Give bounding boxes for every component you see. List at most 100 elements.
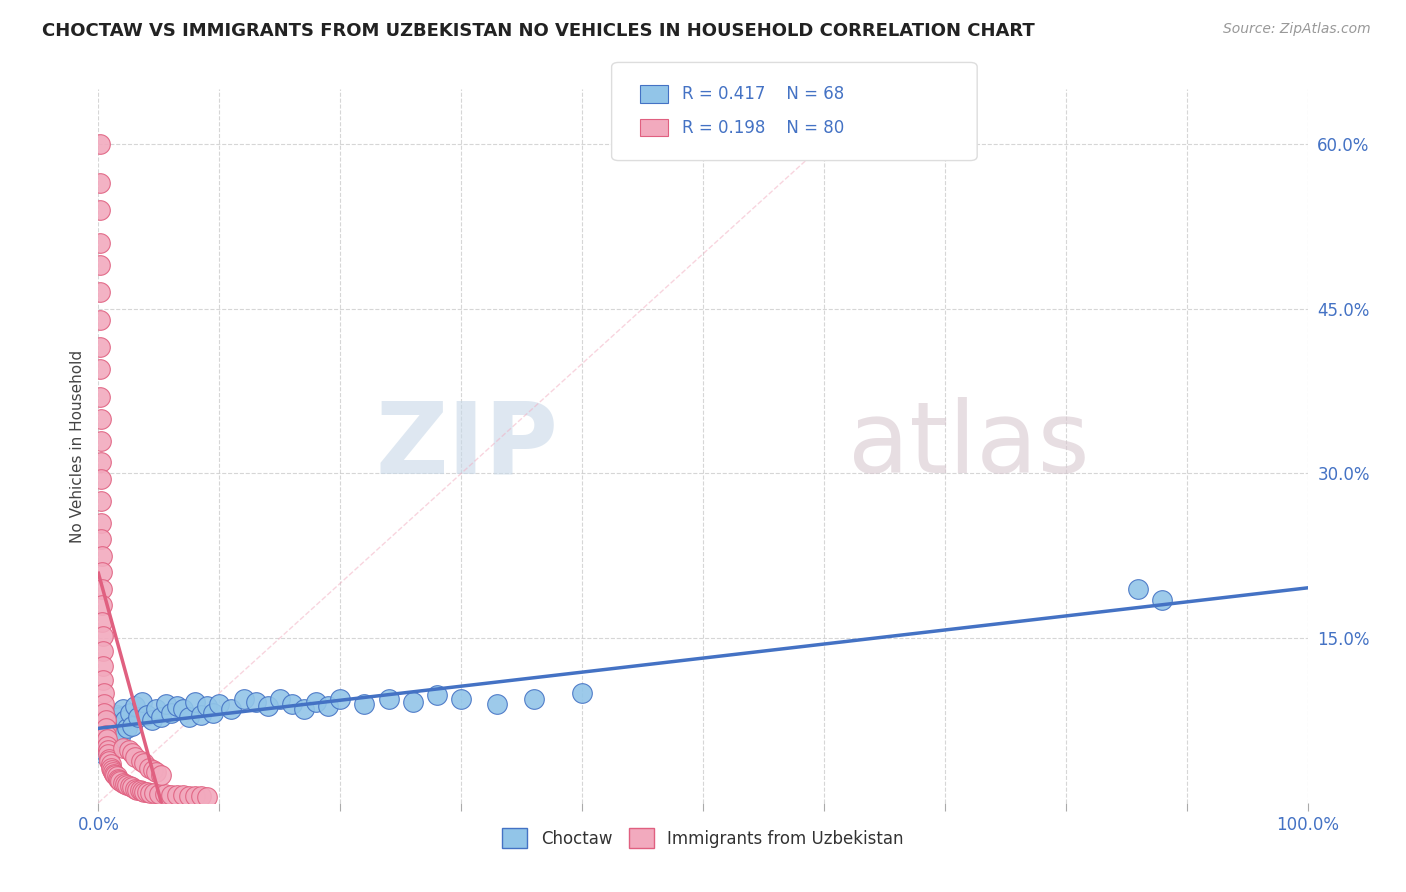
Point bbox=[114, 777, 136, 791]
Point bbox=[111, 702, 134, 716]
Point bbox=[96, 739, 118, 753]
Point bbox=[117, 778, 139, 792]
Point bbox=[91, 644, 114, 658]
Point bbox=[91, 598, 114, 612]
Point bbox=[269, 691, 291, 706]
Point bbox=[91, 629, 114, 643]
Point bbox=[402, 695, 425, 709]
Point bbox=[138, 761, 160, 775]
Point bbox=[93, 697, 115, 711]
Point bbox=[111, 776, 134, 790]
Point bbox=[94, 728, 117, 742]
Point bbox=[90, 494, 112, 508]
Point bbox=[98, 719, 121, 733]
Point bbox=[179, 789, 201, 804]
Point bbox=[117, 721, 139, 735]
Text: Source: ZipAtlas.com: Source: ZipAtlas.com bbox=[1223, 22, 1371, 37]
Point bbox=[96, 714, 118, 728]
Point bbox=[89, 137, 111, 152]
Point bbox=[94, 732, 117, 747]
Point bbox=[94, 721, 117, 735]
Point bbox=[105, 769, 128, 783]
Point bbox=[98, 754, 121, 768]
Point bbox=[93, 706, 115, 720]
Point bbox=[98, 752, 121, 766]
Point bbox=[121, 780, 143, 795]
Text: ZIP: ZIP bbox=[375, 398, 558, 494]
Point bbox=[208, 697, 231, 711]
Point bbox=[97, 747, 120, 762]
Point bbox=[127, 710, 149, 724]
Point bbox=[91, 735, 114, 749]
Point bbox=[256, 699, 278, 714]
Point bbox=[129, 754, 152, 768]
Text: atlas: atlas bbox=[848, 398, 1090, 494]
Point bbox=[377, 691, 399, 706]
Point bbox=[97, 735, 120, 749]
Point bbox=[172, 788, 194, 802]
Point bbox=[91, 549, 114, 563]
Point bbox=[166, 788, 188, 802]
Point bbox=[91, 673, 114, 687]
Point bbox=[245, 695, 267, 709]
Point bbox=[90, 516, 112, 530]
Point bbox=[108, 773, 131, 788]
Point bbox=[571, 686, 593, 700]
Point bbox=[184, 695, 207, 709]
Point bbox=[202, 706, 225, 720]
Point bbox=[93, 739, 115, 753]
Point bbox=[89, 235, 111, 250]
Point bbox=[94, 721, 117, 735]
Point bbox=[281, 697, 304, 711]
Point bbox=[90, 411, 112, 425]
Y-axis label: No Vehicles in Household: No Vehicles in Household bbox=[69, 350, 84, 542]
Point bbox=[100, 714, 122, 728]
Point bbox=[131, 695, 153, 709]
Point bbox=[155, 697, 177, 711]
Point bbox=[90, 730, 112, 744]
Point bbox=[486, 697, 509, 711]
Point bbox=[118, 706, 141, 720]
Point bbox=[124, 749, 146, 764]
Point bbox=[89, 362, 111, 376]
Point bbox=[160, 788, 183, 802]
Point bbox=[128, 782, 150, 797]
Point bbox=[111, 740, 134, 755]
Point bbox=[1128, 582, 1150, 596]
Point bbox=[124, 699, 146, 714]
Point bbox=[96, 732, 118, 747]
Point bbox=[353, 697, 375, 711]
Point bbox=[89, 285, 111, 300]
Point bbox=[190, 708, 212, 723]
Point bbox=[89, 390, 111, 404]
Point bbox=[305, 695, 328, 709]
Point bbox=[91, 658, 114, 673]
Point bbox=[153, 787, 176, 801]
Point bbox=[145, 765, 167, 780]
Point bbox=[101, 732, 124, 747]
Point bbox=[97, 743, 120, 757]
Point bbox=[118, 780, 141, 794]
Point bbox=[329, 691, 352, 706]
Point bbox=[91, 724, 114, 739]
Point bbox=[195, 790, 218, 805]
Point bbox=[91, 719, 114, 733]
Point bbox=[91, 582, 114, 596]
Point bbox=[127, 782, 149, 797]
Point bbox=[98, 730, 121, 744]
Point bbox=[160, 706, 183, 720]
Point bbox=[94, 714, 117, 728]
Point bbox=[172, 702, 194, 716]
Point bbox=[89, 740, 111, 755]
Point bbox=[90, 455, 112, 469]
Point bbox=[426, 688, 449, 702]
Point bbox=[292, 702, 315, 716]
Point bbox=[100, 757, 122, 772]
Point bbox=[105, 708, 128, 723]
Point bbox=[142, 763, 165, 777]
Point bbox=[148, 787, 170, 801]
Point bbox=[1152, 592, 1174, 607]
Point bbox=[90, 747, 112, 761]
Point bbox=[316, 699, 339, 714]
Point bbox=[232, 691, 254, 706]
